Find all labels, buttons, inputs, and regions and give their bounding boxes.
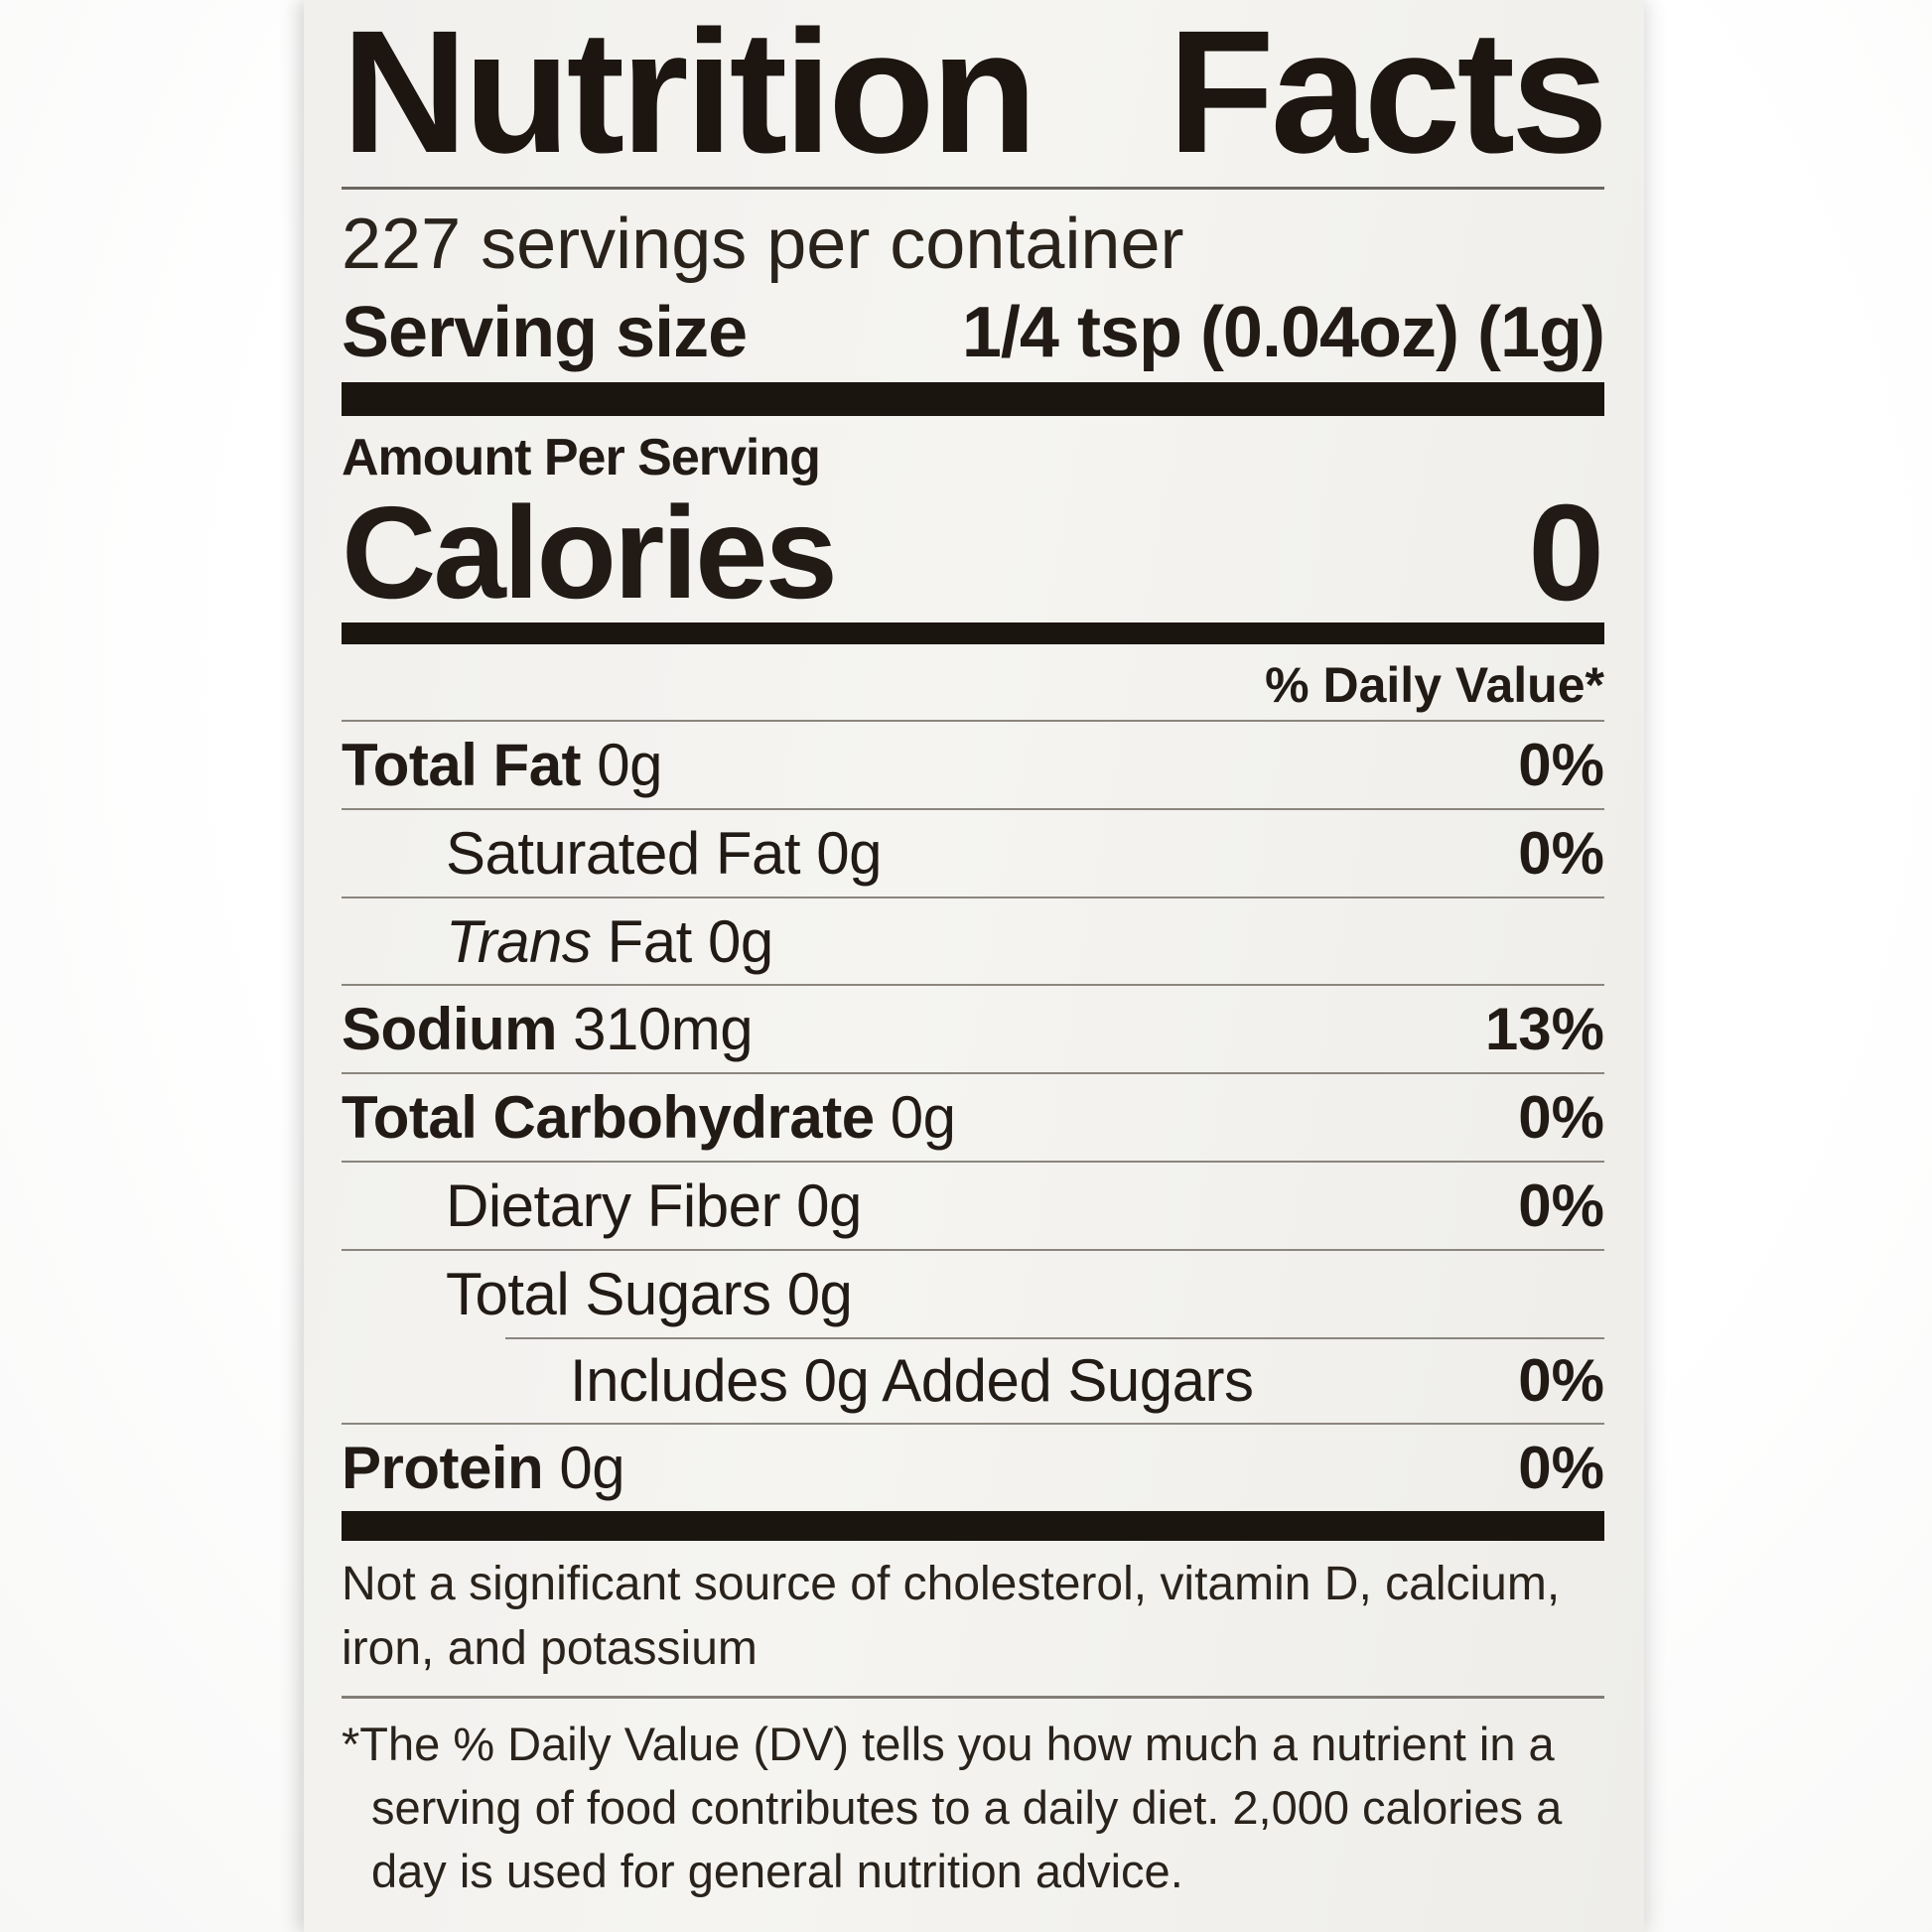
nutrient-row-dietary-fiber: Dietary Fiber 0g 0% [342, 1160, 1604, 1249]
calories-section-bar [342, 621, 1604, 644]
nutrient-dv: 0% [1518, 1172, 1604, 1239]
title-divider [342, 187, 1604, 191]
nutrient-name-amount: Protein 0g [342, 1435, 625, 1502]
not-significant-note: Not a significant source of cholesterol,… [342, 1553, 1604, 1682]
footnote-line-1: *The % Daily Value (DV) tells you how mu… [342, 1717, 1555, 1770]
nutrient-dv: 0% [1518, 1435, 1604, 1502]
nutrient-name-amount: Sodium 310mg [342, 996, 754, 1063]
nutrient-name-amount: Includes 0g Added Sugars [570, 1346, 1254, 1414]
nutrient-row-saturated-fat: Saturated Fat 0g 0% [342, 807, 1604, 897]
calories-label: Calories [342, 479, 838, 625]
amount-per-serving: Amount Per Serving [342, 428, 821, 486]
nutrient-row-added-sugars: Includes 0g Added Sugars 0% [342, 1336, 1604, 1424]
nutrient-name-amount: Total Carbohydrate 0g [342, 1084, 956, 1152]
calories-value: 0 [1528, 476, 1604, 629]
servings-per-container: 227 servings per container [342, 205, 1184, 285]
nutrient-name-amount: Total Fat 0g [342, 731, 662, 798]
nutrient-dv: 0% [1518, 819, 1604, 887]
nutrient-name-amount: Trans Fat 0g [446, 907, 773, 975]
serving-size-value: 1/4 tsp (0.04oz) (1g) [961, 293, 1605, 373]
nutrient-dv: 0% [1518, 1084, 1604, 1152]
nutrient-row-trans-fat: Trans Fat 0g [342, 896, 1604, 985]
note-line-1: Not a significant source of cholesterol,… [342, 1558, 1561, 1611]
nutrient-row-total-sugars: Total Sugars 0g [342, 1248, 1604, 1337]
serving-size-label: Serving size [342, 293, 748, 373]
nutrient-name-amount: Total Sugars 0g [446, 1260, 853, 1327]
nutrient-row-protein: Protein 0g 0% [342, 1423, 1604, 1511]
nutrient-name-amount: Saturated Fat 0g [446, 819, 882, 887]
daily-value-header: % Daily Value* [1265, 656, 1604, 713]
daily-value-footnote: *The % Daily Value (DV) tells you how mu… [342, 1713, 1604, 1903]
nutrient-dv: 0% [1518, 731, 1604, 798]
serving-section-bar [342, 381, 1604, 416]
nutrient-row-total-fat: Total Fat 0g 0% [342, 719, 1604, 808]
nutrient-dv: 13% [1484, 996, 1604, 1063]
nutrient-dv: 0% [1518, 1346, 1604, 1414]
note-line-2: iron, and potassium [342, 1621, 758, 1675]
footnote-line-2: serving of food contributes to a daily d… [371, 1780, 1563, 1834]
serving-size-row: Serving size 1/4 tsp (0.04oz) (1g) [342, 292, 1605, 374]
label-title: Nutrition Facts [342, 0, 1608, 190]
footnote-divider [342, 1695, 1604, 1699]
indented-divider [505, 1336, 1604, 1339]
nutrient-row-total-carbohydrate: Total Carbohydrate 0g 0% [342, 1072, 1604, 1161]
nutrient-rows: Total Fat 0g 0% Saturated Fat 0g 0% Tran… [342, 719, 1604, 1511]
nutrient-name-amount: Dietary Fiber 0g [446, 1172, 862, 1239]
protein-section-bar [342, 1511, 1604, 1542]
footnote-line-3: day is used for general nutrition advice… [371, 1844, 1183, 1897]
calories-row: Calories 0 [342, 476, 1604, 629]
nutrition-facts-label: Nutrition Facts 227 servings per contain… [304, 0, 1644, 1932]
nutrient-row-sodium: Sodium 310mg 13% [342, 984, 1604, 1072]
